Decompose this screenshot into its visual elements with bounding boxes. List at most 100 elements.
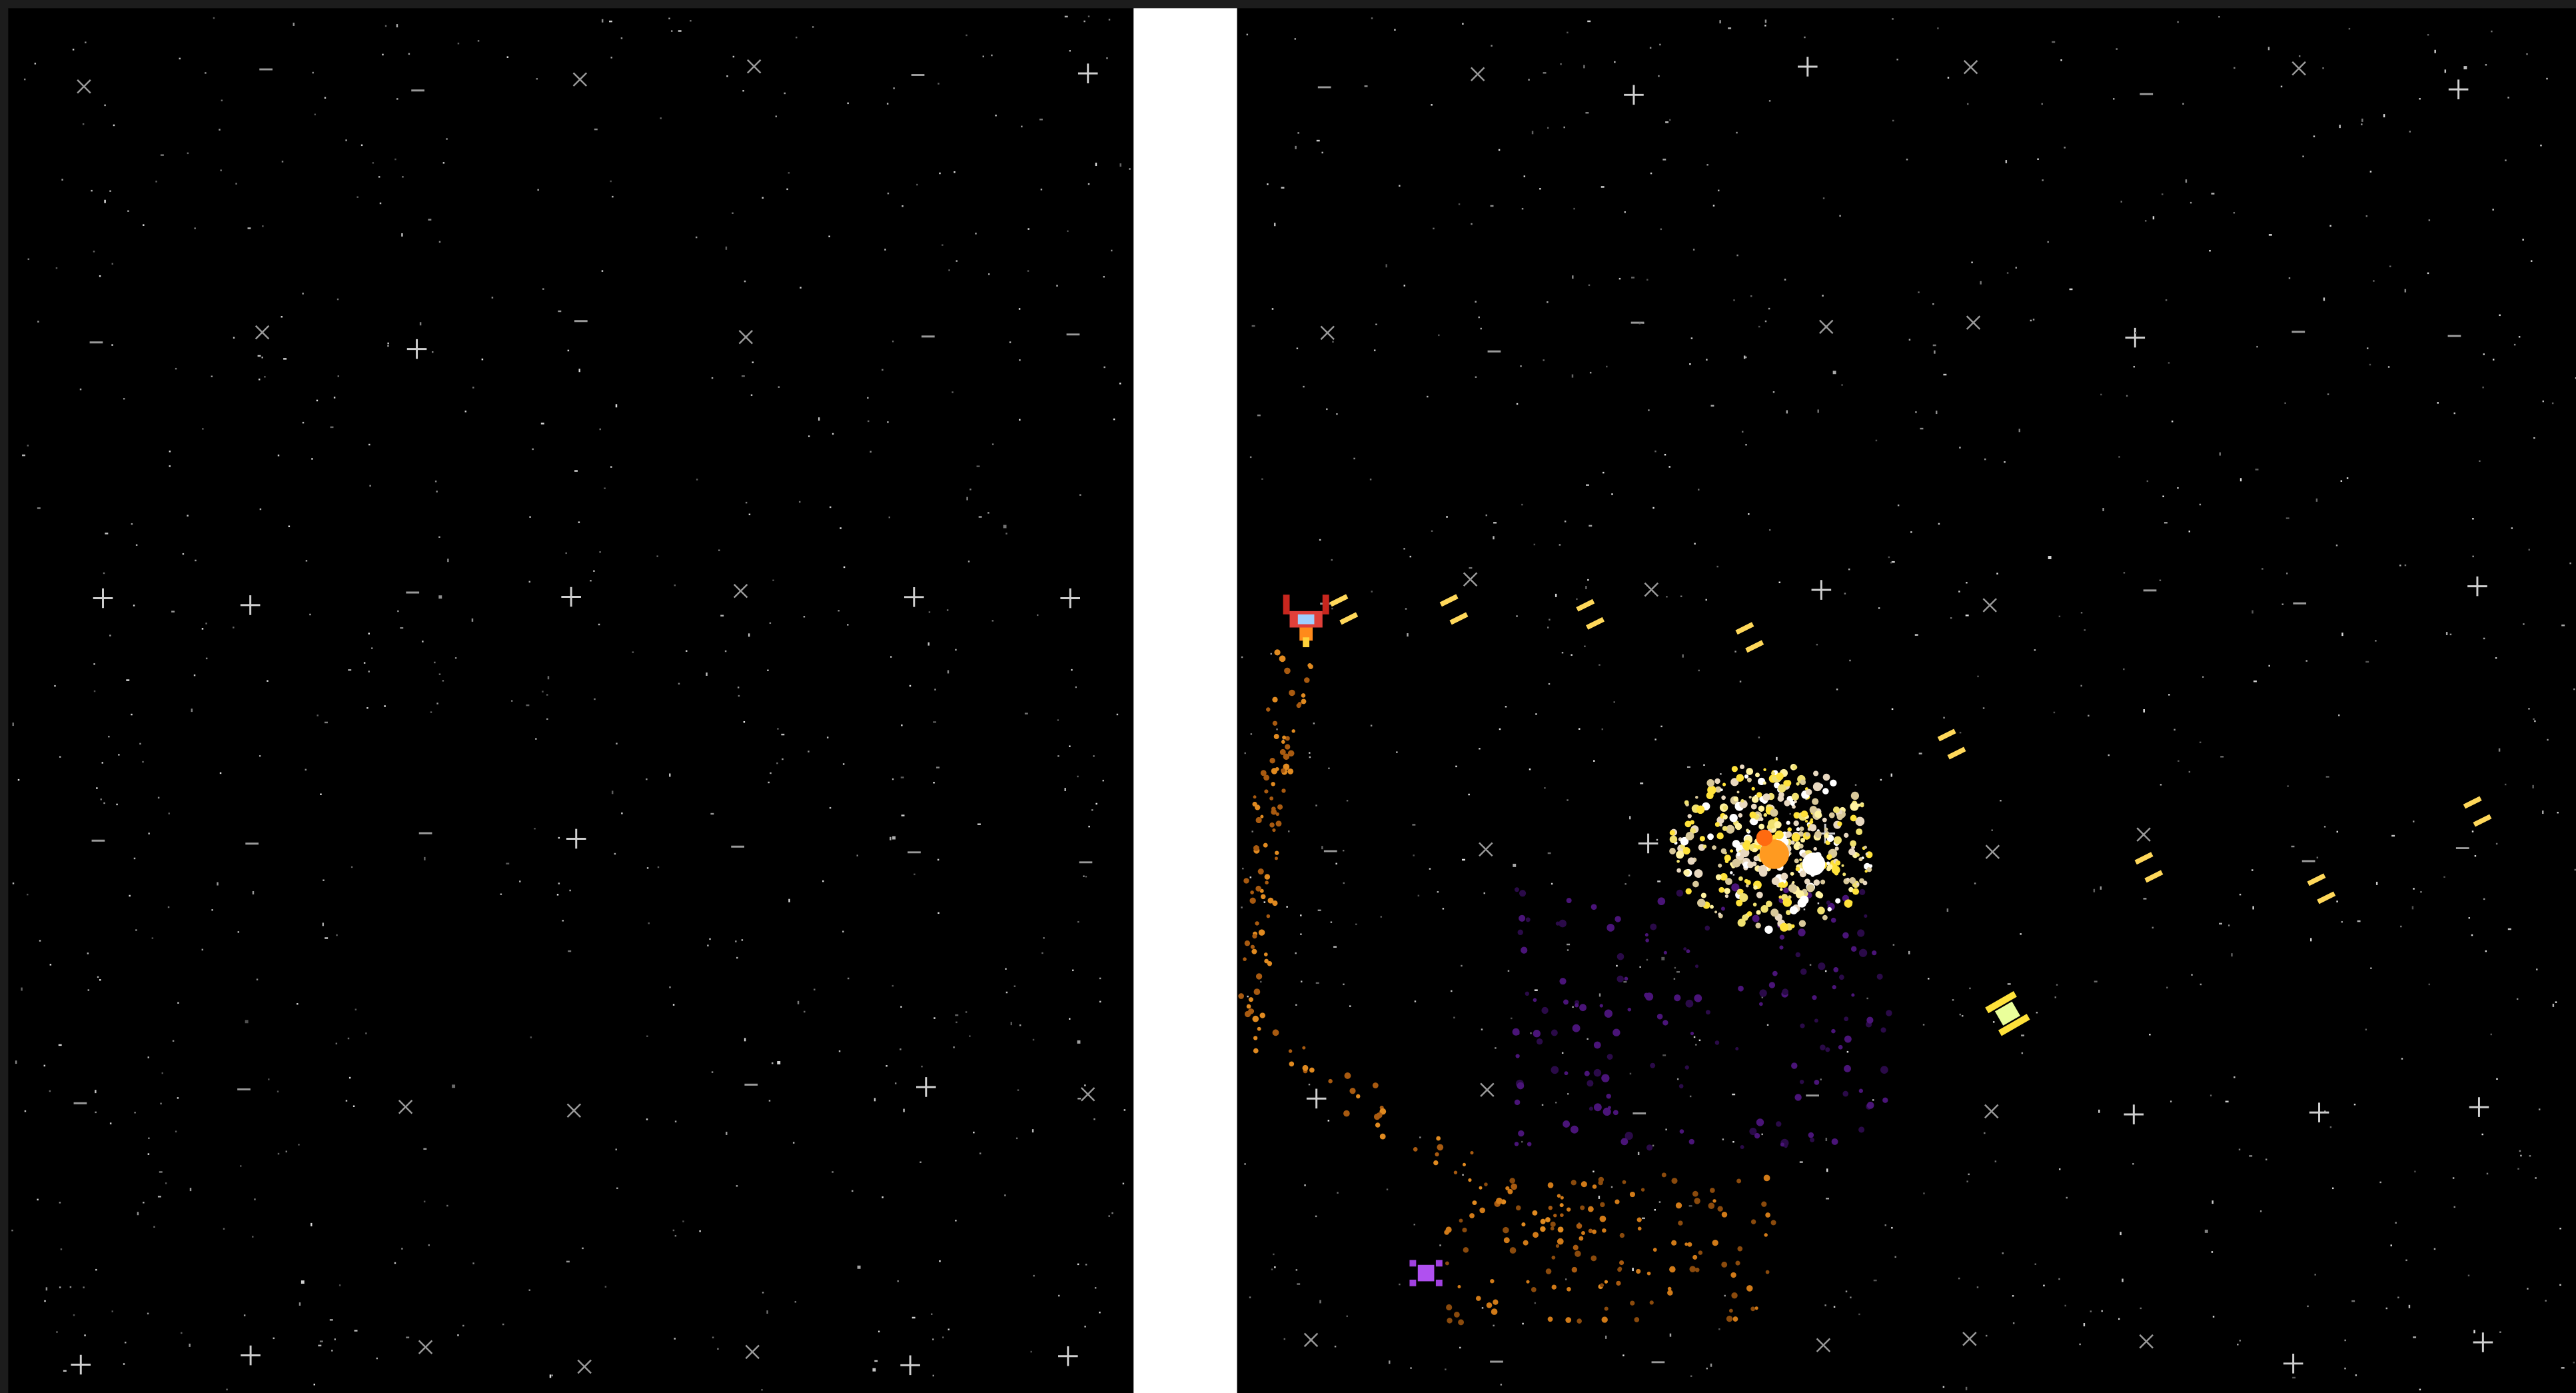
star-dot	[1483, 892, 1486, 894]
star-dot	[914, 873, 916, 876]
explosion-particle	[1746, 777, 1752, 782]
explosion-particle	[1796, 827, 1800, 832]
star-plus	[1798, 57, 1818, 77]
star-dot	[1561, 1052, 1564, 1054]
star-dot	[2219, 452, 2221, 456]
star-dot	[2239, 893, 2242, 896]
dust-particle	[1886, 1010, 1892, 1016]
star-dot	[1719, 20, 1721, 24]
explosion-particle	[1685, 888, 1692, 894]
trail-particle	[1692, 1190, 1698, 1197]
star-dot	[1084, 1084, 1086, 1086]
trail-particle	[1283, 763, 1290, 770]
star-dot	[2573, 1361, 2575, 1364]
star-plus	[71, 1354, 91, 1375]
trail-particle	[1301, 698, 1307, 704]
star-dot	[699, 1230, 701, 1232]
star-dot	[368, 671, 370, 673]
star-dot	[1599, 664, 1601, 666]
star-dot	[842, 930, 844, 932]
star-dot	[966, 497, 968, 501]
star-dot	[143, 224, 145, 226]
explosion-particle	[1744, 844, 1750, 851]
star-dot	[609, 20, 612, 23]
star-dot	[1108, 1215, 1110, 1217]
star-dot	[1111, 249, 1113, 252]
trail-particle	[1630, 1300, 1635, 1306]
star-dot	[1455, 765, 1457, 768]
star-dot	[1892, 119, 1894, 122]
trail-particle	[1479, 1207, 1485, 1214]
star-dot	[147, 1056, 149, 1058]
explosion-particle	[1780, 872, 1788, 880]
star-dot	[528, 581, 531, 583]
star-dot	[2170, 1100, 2172, 1102]
star-dot	[1660, 228, 1662, 231]
star-dot	[1507, 970, 1510, 972]
trail-particle	[1540, 1218, 1546, 1224]
star-dot	[2471, 934, 2473, 936]
star-dot	[788, 898, 790, 902]
star-cross	[1470, 67, 1485, 81]
star-cross	[398, 1099, 413, 1114]
star-dot	[2168, 694, 2170, 696]
star-dot	[892, 340, 894, 343]
star-dot	[316, 399, 319, 402]
star-dot	[2118, 1318, 2120, 1320]
star-dot	[2144, 220, 2147, 222]
star-dot	[2058, 1278, 2060, 1280]
star-dot	[2445, 632, 2448, 635]
trail-particle	[1614, 1199, 1620, 1204]
explosion-particle	[1699, 836, 1705, 842]
explosion-particle	[1790, 872, 1794, 876]
star-dot	[1247, 995, 1249, 998]
star-dot	[939, 1260, 941, 1262]
trail-particle	[1285, 744, 1291, 750]
star-dot	[95, 1090, 97, 1094]
star-dot	[123, 1363, 125, 1365]
star-dot	[1493, 1324, 1495, 1327]
trail-particle	[1264, 958, 1269, 964]
star-dot	[2209, 249, 2211, 252]
trail-particle	[1436, 1136, 1441, 1141]
star-dot	[472, 387, 474, 389]
trail-particle	[1646, 1271, 1651, 1276]
star-dot	[45, 1287, 48, 1291]
star-dot	[1637, 1152, 1640, 1156]
trail-particle	[1581, 1231, 1585, 1235]
dust-particle	[1690, 1031, 1694, 1036]
explosion-particle	[1756, 792, 1762, 798]
star-dot	[2505, 159, 2507, 161]
star-dot	[1632, 1268, 1634, 1272]
star-dot	[808, 435, 810, 437]
star-dot	[1610, 1186, 1613, 1188]
dust-particle	[1593, 1068, 1602, 1077]
star-dot	[428, 1244, 430, 1246]
trail-particle	[1302, 1064, 1309, 1071]
star-dot	[1958, 1277, 1960, 1280]
dust-particle	[1624, 1131, 1633, 1140]
star-dot	[2449, 633, 2452, 636]
dust-particle	[1657, 897, 1666, 906]
dust-particle	[1882, 1097, 1888, 1103]
star-dot	[2309, 938, 2312, 942]
star-dot	[1343, 983, 1345, 986]
star-dot	[481, 358, 484, 361]
trail-particle	[1496, 1197, 1503, 1204]
star-dot	[366, 707, 368, 709]
star-dot	[2391, 834, 2395, 837]
dust-particle	[1512, 1028, 1520, 1036]
dust-particle	[1818, 962, 1826, 970]
star-dot	[2298, 55, 2301, 57]
divider	[1133, 8, 1237, 1393]
star-dot	[285, 1150, 288, 1152]
dust-particle	[1872, 950, 1877, 956]
star-dot	[975, 233, 977, 235]
star-dot	[621, 812, 623, 814]
trail-particle	[1457, 1284, 1461, 1288]
trail-particle	[1272, 720, 1278, 726]
star-dot	[2177, 21, 2179, 23]
star-dot	[794, 1301, 797, 1303]
star-dot	[1273, 223, 1276, 227]
explosion-particle	[1791, 924, 1795, 928]
